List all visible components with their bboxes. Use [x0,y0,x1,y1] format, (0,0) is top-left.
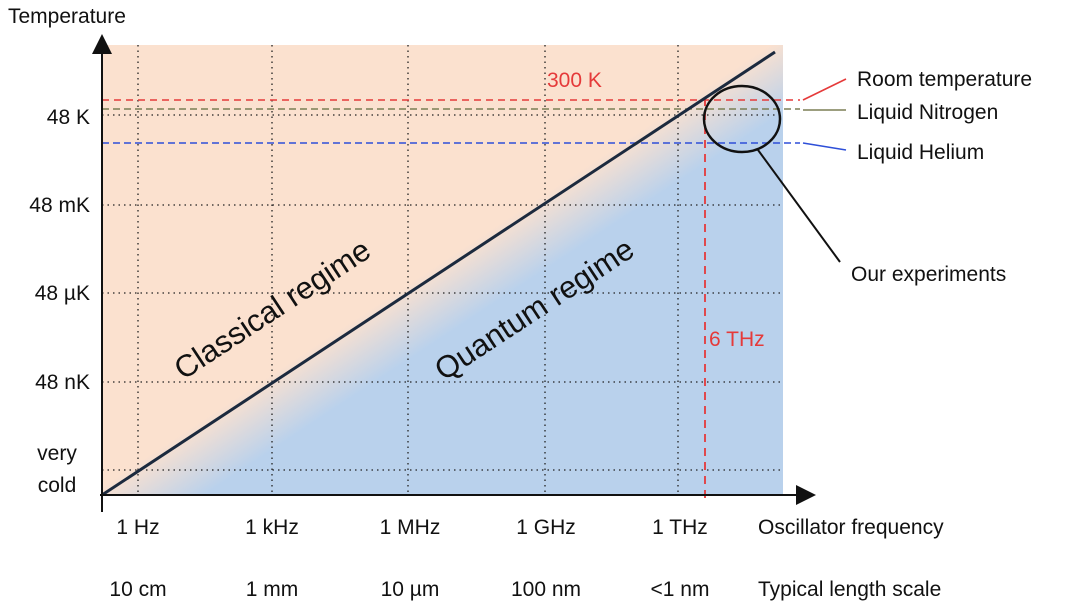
y-label: cold [38,474,77,497]
y-label: 48 nK [35,371,90,394]
callout-label: Our experiments [851,263,1006,286]
callout-line [757,149,841,263]
legend-label: Room temperature [857,68,1032,91]
y-label: very [37,442,77,465]
length-label: 10 µm [381,578,440,601]
x-label: 1 GHz [516,516,576,539]
x2-title: Typical length scale [758,578,941,601]
frequency-marker: 6 THz [709,328,765,351]
x-title: Oscillator frequency [758,516,944,539]
x-label: 1 THz [652,516,708,539]
y-label: 48 mK [29,194,90,217]
grid [102,45,783,495]
length-label: 1 mm [246,578,299,601]
temperature-marker: 300 K [547,69,602,92]
length-label: <1 nm [651,578,710,601]
y-label: 48 K [47,106,90,129]
y-label: 48 µK [35,282,90,305]
legend-label: Liquid Helium [857,141,984,164]
legend-line [802,142,847,151]
legend-label: Liquid Nitrogen [857,101,998,124]
y-title: Temperature [8,5,126,28]
boundary-line [101,50,776,497]
experiment-ellipse [702,84,782,154]
x-label: 1 MHz [380,516,441,539]
length-label: 100 nm [511,578,581,601]
x-label: 1 Hz [116,516,159,539]
x-label: 1 kHz [245,516,299,539]
legend-line [802,78,847,101]
length-label: 10 cm [109,578,166,601]
